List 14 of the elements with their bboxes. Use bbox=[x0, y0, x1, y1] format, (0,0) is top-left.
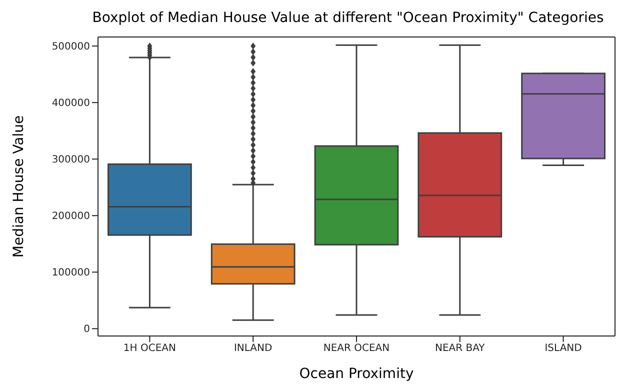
y-tick-label: 200000 bbox=[52, 211, 90, 222]
x-tick-label: ISLAND bbox=[544, 343, 582, 354]
x-tick-label: INLAND bbox=[234, 343, 273, 354]
y-tick-label: 300000 bbox=[52, 154, 90, 166]
y-tick-label: 400000 bbox=[52, 98, 90, 110]
x-axis-title: Ocean Proximity bbox=[299, 366, 414, 382]
y-tick-label: 100000 bbox=[52, 268, 90, 279]
x-tick-label: 1H OCEAN bbox=[123, 343, 176, 354]
y-axis-title: Median House Value bbox=[10, 115, 27, 258]
x-tick-label: NEAR OCEAN bbox=[323, 343, 390, 354]
chart-title: Boxplot of Median House Value at different "Ocean Proximity" Categories bbox=[91, 9, 605, 28]
y-tick-label: 0 bbox=[84, 324, 90, 336]
y-tick-label: 500000 bbox=[52, 42, 90, 53]
x-tick-label: NEAR BAY bbox=[434, 343, 486, 354]
